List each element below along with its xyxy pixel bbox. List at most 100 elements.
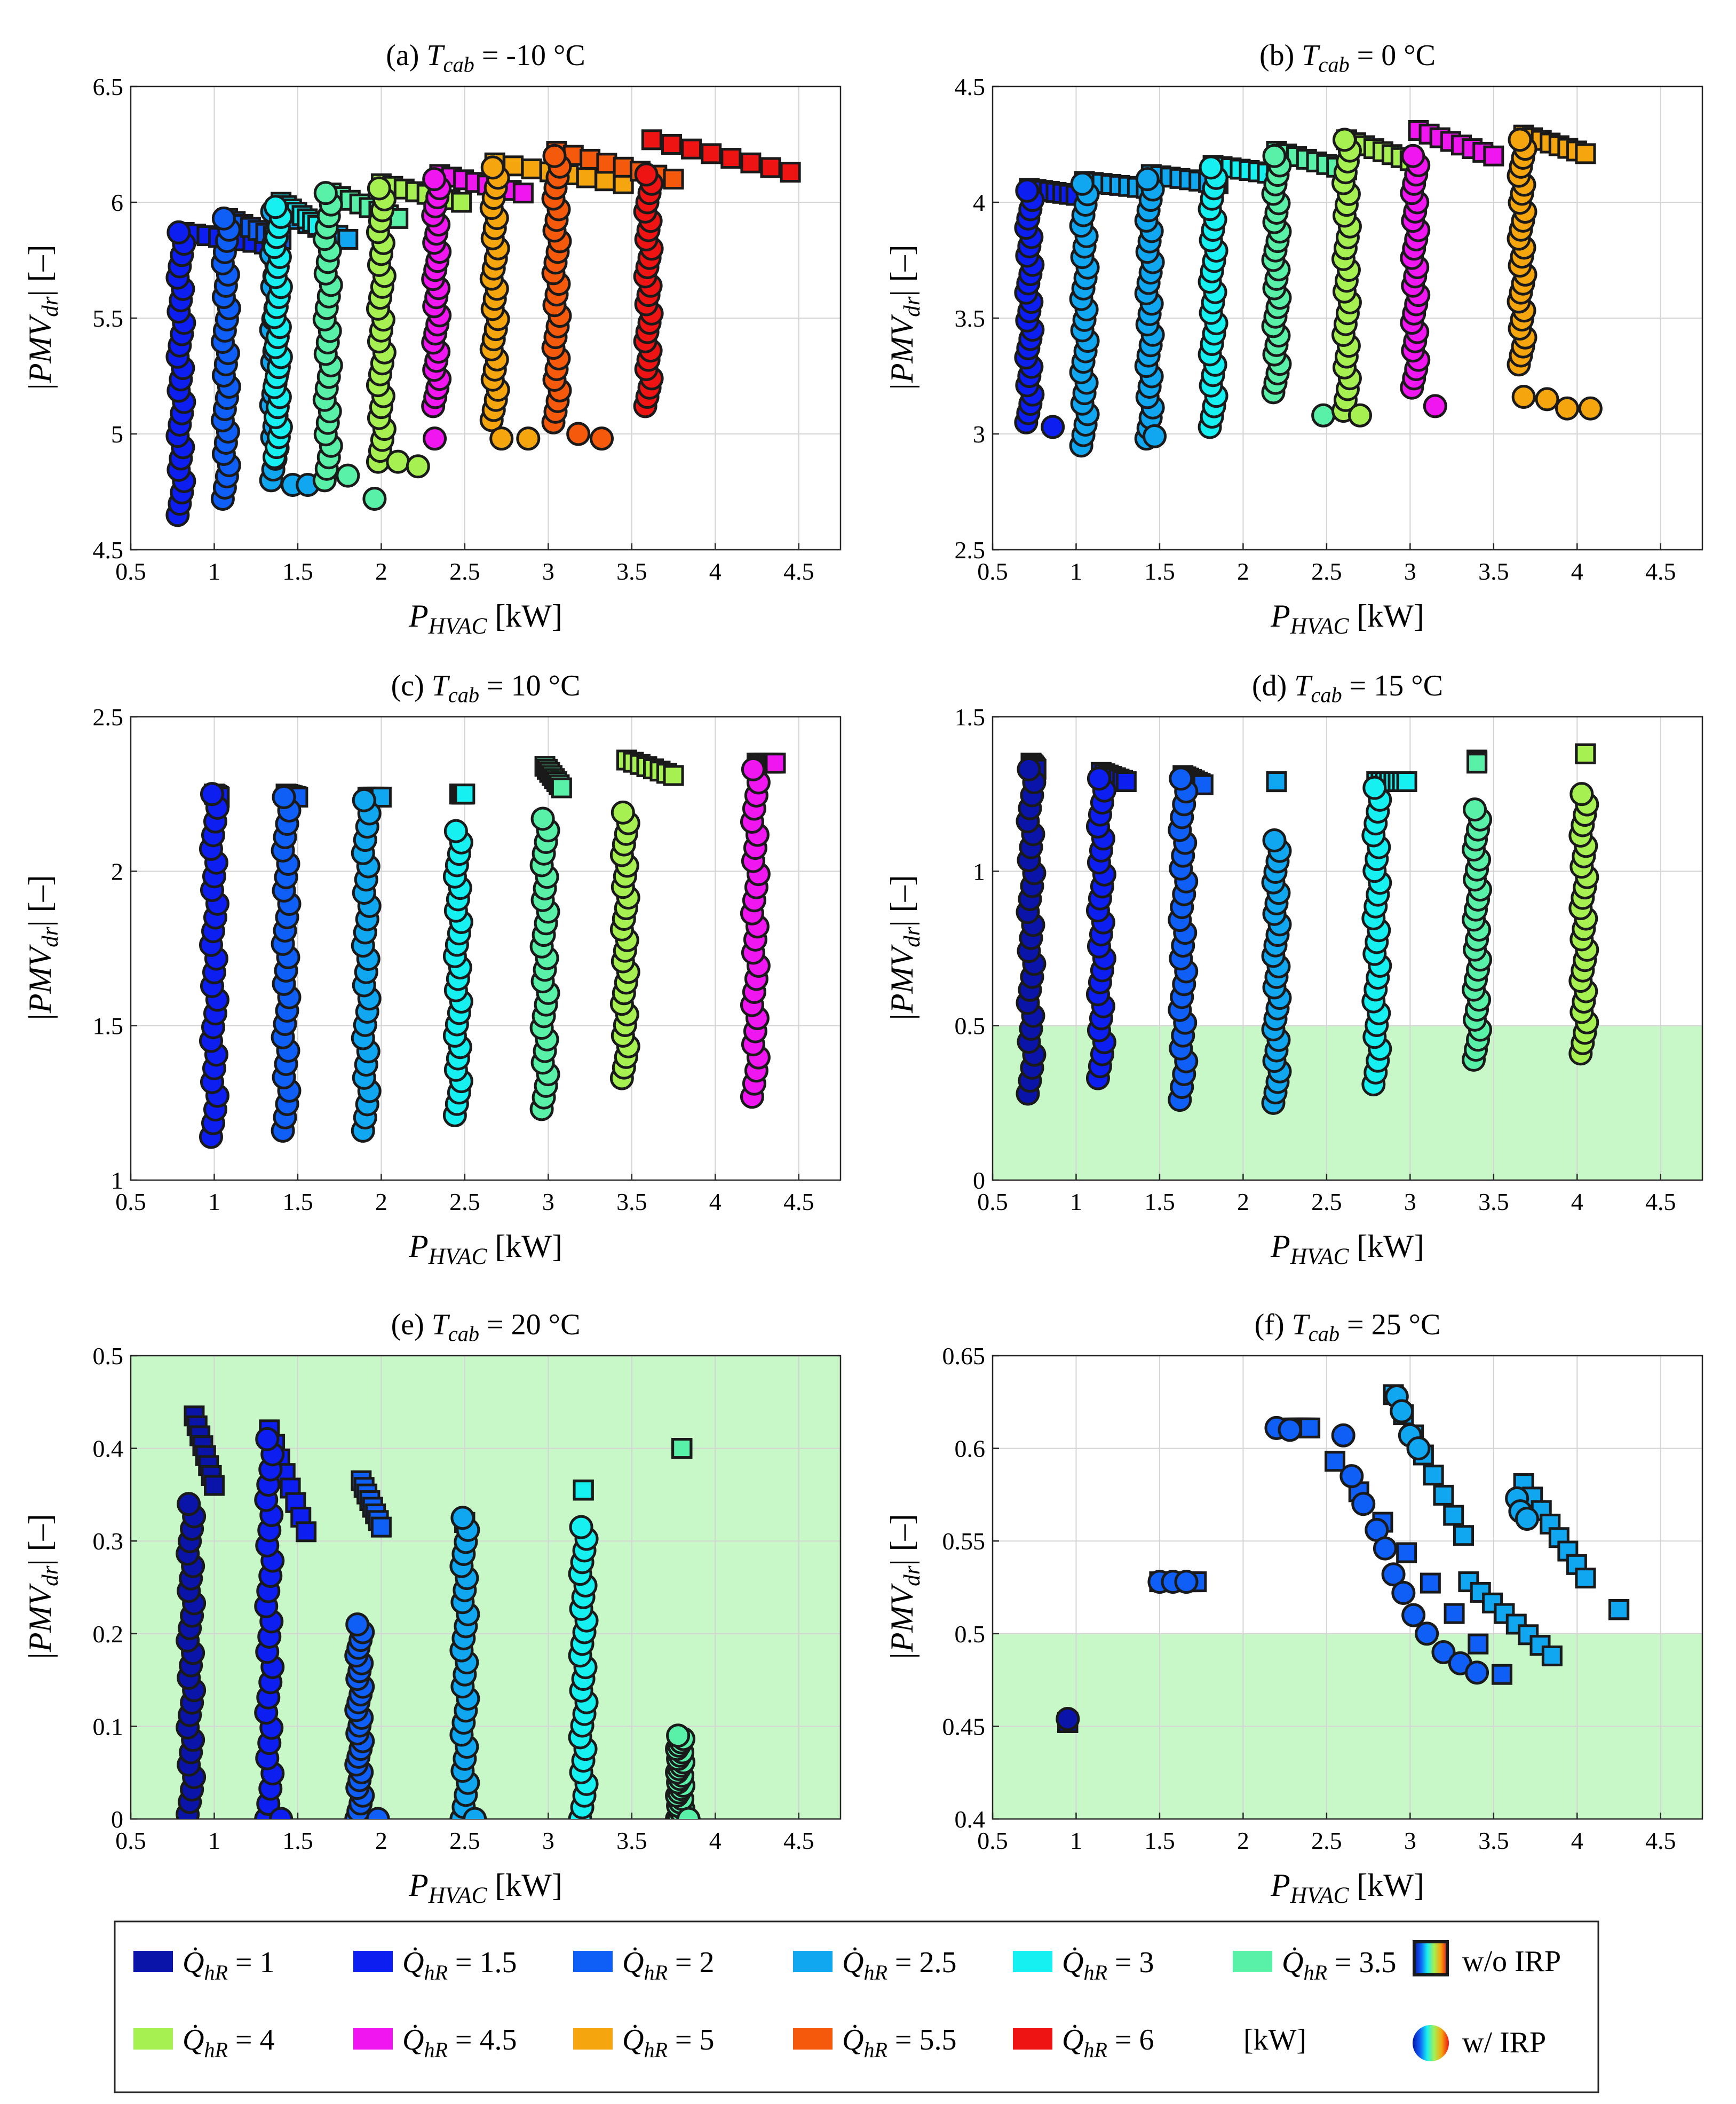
- legend-item: Q̇hR = 2: [573, 1946, 714, 1984]
- marker-w-irp: [366, 1807, 390, 1819]
- legend-swatch: [573, 1951, 613, 1972]
- x-tick-label: 2.5: [449, 558, 480, 585]
- x-tick-label: 0.5: [977, 558, 1008, 585]
- data-layer: [165, 129, 801, 527]
- x-tick-label: 2: [1237, 558, 1249, 585]
- marker-w-irp: [480, 155, 505, 180]
- marker-wo-irp: [573, 1480, 594, 1501]
- x-axis-label: PHVAC [kW]: [408, 1229, 562, 1269]
- marker-wo-irp: [1467, 753, 1488, 774]
- legend-swatch: [1013, 2028, 1052, 2050]
- marker-w-irp: [1431, 1640, 1456, 1665]
- marker-wo-irp: [1433, 1484, 1454, 1506]
- marker-wo-irp: [681, 138, 702, 160]
- x-tick-label: 2: [375, 1827, 387, 1854]
- legend-item-w-irp: w/ IRP: [1413, 2025, 1546, 2061]
- marker-wo-irp: [1541, 1645, 1563, 1666]
- legend-circle-marker: [1413, 2025, 1449, 2061]
- data-layer: [176, 1405, 701, 1819]
- marker-wo-irp: [1299, 1417, 1321, 1438]
- marker-wo-irp: [1443, 1505, 1464, 1526]
- marker-w-irp: [530, 806, 555, 831]
- marker-w-irp: [589, 426, 614, 451]
- marker-w-irp: [1087, 766, 1111, 791]
- legend-label: Q̇hR = 4: [183, 2023, 274, 2062]
- axes-frame: [992, 1355, 1703, 1820]
- y-axis-label: |PMVdr| [–]: [22, 1514, 63, 1660]
- marker-wo-irp: [1608, 1599, 1630, 1620]
- y-tick-label: 2.5: [93, 703, 124, 731]
- x-tick-label: 4: [1571, 558, 1583, 585]
- marker-w-irp: [272, 785, 296, 809]
- marker-w-irp: [263, 195, 288, 219]
- x-tick-label: 4: [1571, 1827, 1583, 1854]
- y-tick-label: 1: [973, 858, 985, 885]
- marker-wo-irp: [720, 148, 742, 169]
- x-tick-label: 1: [1070, 558, 1082, 585]
- marker-w-irp: [367, 176, 391, 201]
- marker-w-irp: [1401, 1603, 1426, 1627]
- marker-wo-irp: [1453, 1525, 1474, 1546]
- x-tick-label: 2.5: [449, 1827, 480, 1854]
- marker-w-irp: [1535, 387, 1559, 412]
- marker-wo-irp: [1396, 771, 1417, 793]
- comfort-band: [131, 1356, 841, 1819]
- x-tick-label: 4.5: [1645, 1188, 1676, 1215]
- marker-wo-irp: [1458, 1571, 1479, 1593]
- x-tick-label: 1.5: [1144, 1188, 1175, 1215]
- legend-swatch: [353, 1951, 393, 1972]
- marker-w-irp: [1515, 1507, 1539, 1531]
- panel-b: 0.5 1 1.5 2 2.5 3 3.5 4 4.5 2.5 3 3.5 4 4.5 (b) Tcab =…: [884, 39, 1703, 639]
- legend-item: Q̇hR = 3.5: [1233, 1946, 1396, 1984]
- marker-wo-irp: [451, 192, 472, 213]
- x-tick-label: 3.5: [1478, 558, 1509, 585]
- marker-w-irp: [362, 487, 387, 511]
- y-tick-label: 0.65: [942, 1342, 986, 1370]
- marker-wo-irp: [576, 167, 597, 188]
- x-tick-label: 4.5: [783, 558, 814, 585]
- legend-swatch: [353, 2028, 393, 2050]
- y-tick-label: 0.4: [93, 1435, 124, 1462]
- marker-wo-irp: [296, 1521, 317, 1543]
- x-axis-label: PHVAC [kW]: [1270, 1868, 1424, 1908]
- data-layer: [1014, 120, 1603, 458]
- legend-label: Q̇hR = 5.5: [842, 2023, 956, 2062]
- y-tick-label: 6.5: [93, 73, 124, 100]
- marker-w-irp: [1406, 1436, 1431, 1461]
- marker-w-irp: [1331, 1423, 1355, 1448]
- x-tick-label: 0.5: [115, 1188, 146, 1215]
- marker-w-irp: [1401, 144, 1425, 168]
- x-tick-label: 0.5: [977, 1827, 1008, 1854]
- x-tick-label: 2: [1237, 1827, 1249, 1854]
- legend-item-wo-irp: w/o IRP: [1413, 1940, 1561, 1978]
- marker-w-irp: [177, 1492, 201, 1516]
- marker-w-irp: [1056, 1707, 1080, 1731]
- marker-w-irp: [1339, 1464, 1364, 1489]
- plot-area: [131, 717, 841, 1180]
- marker-w-irp: [255, 1427, 280, 1451]
- legend-swatch: [1013, 1951, 1052, 1972]
- marker-w-irp: [463, 1807, 487, 1819]
- marker-w-irp: [200, 782, 224, 806]
- marker-wo-irp: [203, 1475, 225, 1496]
- legend-label: Q̇hR = 1.5: [402, 1946, 517, 1984]
- axes-frame: [130, 716, 842, 1181]
- y-tick-label: 5: [111, 421, 123, 448]
- marker-wo-irp: [1266, 771, 1287, 793]
- y-tick-label: 0: [973, 1167, 985, 1194]
- marker-w-irp: [569, 1515, 593, 1539]
- x-tick-label: 4.5: [1645, 558, 1676, 585]
- marker-w-irp: [741, 757, 765, 781]
- marker-w-irp: [516, 426, 541, 451]
- x-tick-label: 4.5: [783, 1827, 814, 1854]
- marker-wo-irp: [671, 1438, 693, 1459]
- legend-label: Q̇hR = 5: [622, 2023, 714, 2062]
- x-tick-label: 1.5: [282, 1188, 313, 1215]
- x-tick-label: 1.5: [1144, 558, 1175, 585]
- marker-wo-irp: [370, 1516, 392, 1538]
- marker-wo-irp: [663, 169, 684, 190]
- marker-wo-irp: [760, 157, 781, 178]
- marker-w-irp: [352, 788, 376, 812]
- marker-w-irp: [489, 426, 514, 451]
- y-axis-label: |PMVdr| [–]: [22, 244, 63, 391]
